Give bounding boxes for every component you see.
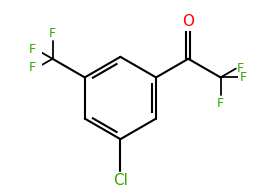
Text: F: F bbox=[29, 61, 36, 74]
Text: F: F bbox=[240, 71, 247, 84]
Text: F: F bbox=[49, 27, 56, 40]
Text: O: O bbox=[182, 14, 194, 29]
Text: F: F bbox=[237, 62, 244, 75]
Text: F: F bbox=[217, 97, 224, 110]
Text: F: F bbox=[29, 44, 36, 56]
Text: Cl: Cl bbox=[113, 173, 128, 188]
